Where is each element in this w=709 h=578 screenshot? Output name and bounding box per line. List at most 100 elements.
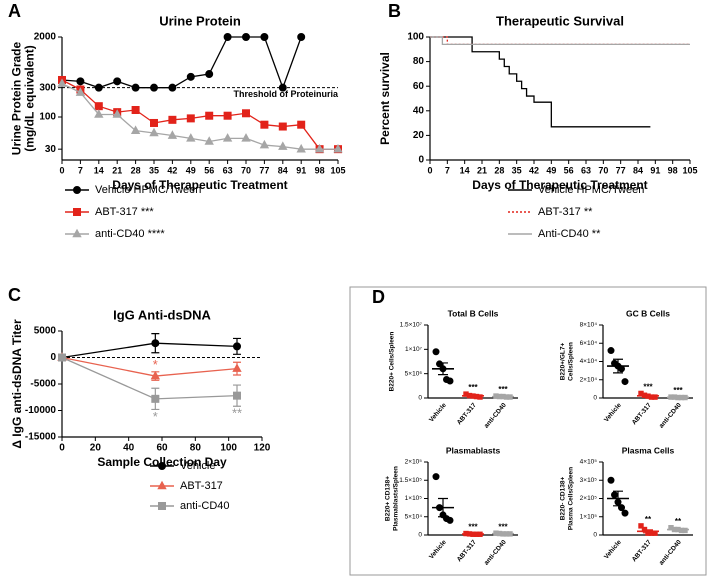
x-tick-label: 84: [278, 165, 288, 175]
marker: [167, 130, 178, 139]
marker: [158, 502, 166, 510]
y-tick-label: 1.5×10⁵: [399, 477, 422, 484]
marker: [297, 33, 306, 41]
significance-label: **: [645, 515, 652, 524]
y-tick-label: 5×10⁶: [405, 370, 423, 377]
x-tick-label: 77: [259, 165, 269, 175]
x-tick-label: 105: [682, 165, 697, 175]
significance-label: ***: [468, 383, 478, 392]
y-tick-label: 5×10⁴: [405, 513, 423, 520]
significance-label: *: [153, 409, 158, 424]
y-tick-label: 0: [50, 352, 56, 363]
x-tick-label: 42: [167, 165, 177, 175]
panel-letter: D: [372, 287, 385, 307]
y-axis-label: (mg/dL equivalent): [23, 45, 37, 151]
x-tick-label: 40: [123, 443, 135, 454]
x-tick-label: 70: [598, 165, 608, 175]
y-axis-label: B220+/GL7+: [560, 343, 567, 381]
series-line: [61, 342, 238, 359]
y-axis-label: Plasma Cells/Spleen: [568, 467, 575, 530]
x-tick-label: 0: [59, 165, 64, 175]
marker: [72, 228, 82, 238]
legend-label: anti-CD40 ****: [95, 228, 165, 240]
marker: [94, 102, 103, 111]
y-tick-label: -15000: [25, 432, 57, 443]
y-tick-label: 2×10⁵: [405, 459, 423, 466]
y-tick-label: 2×10⁵: [580, 495, 598, 502]
x-tick-label: 105: [330, 165, 345, 175]
y-tick-label: 8×10⁴: [580, 322, 598, 329]
y-axis-label: Plasmablasts/Spleen: [393, 466, 400, 531]
marker: [150, 118, 158, 127]
survival-curve: [430, 36, 651, 128]
y-tick-label: 0: [418, 155, 424, 166]
x-tick-label: 91: [650, 165, 660, 175]
marker: [57, 78, 67, 87]
x-tick-label: anti-CD40: [658, 402, 683, 430]
panel-letter: A: [8, 1, 21, 21]
y-tick-label: -5000: [30, 379, 56, 390]
x-tick-label: 42: [529, 165, 539, 175]
marker: [278, 83, 287, 92]
x-tick-label: 120: [254, 443, 271, 454]
x-tick-label: 91: [296, 165, 306, 175]
marker: [76, 77, 85, 86]
error-bar: [438, 362, 448, 376]
panel-letter: C: [8, 285, 21, 305]
marker: [477, 394, 483, 400]
x-axis-label: Days of Therapeutic Treatment: [112, 178, 287, 192]
error-bar: [643, 394, 653, 398]
y-tick-label: 0: [418, 395, 422, 402]
x-tick-label: 63: [581, 165, 591, 175]
x-tick-label: ABT-317: [456, 539, 478, 564]
marker: [638, 523, 644, 529]
marker: [158, 462, 166, 470]
survival-curve: [430, 36, 690, 46]
marker: [151, 339, 160, 348]
x-tick-label: anti-CD40: [658, 539, 683, 567]
marker: [204, 136, 214, 145]
chart-title: Plasma Cells: [622, 445, 675, 455]
x-axis-label: Days of Therapeutic Treatment: [472, 178, 647, 192]
x-tick-label: 80: [190, 443, 202, 454]
panel-d-frame: [349, 286, 707, 576]
x-tick-label: 63: [223, 165, 233, 175]
y-tick-label: 6×10⁴: [580, 340, 598, 347]
marker: [186, 133, 196, 142]
marker: [131, 83, 140, 92]
chart-title: GC B Cells: [626, 308, 670, 318]
series-line: [61, 356, 238, 377]
significance-label: ***: [673, 386, 683, 395]
marker: [333, 143, 343, 153]
y-axis-label: B220- CD138+: [560, 477, 567, 521]
x-tick-label: 21: [477, 165, 487, 175]
marker: [157, 480, 167, 490]
y-tick-label: 80: [413, 56, 425, 67]
y-axis-label: Percent survival: [378, 52, 392, 145]
marker: [296, 143, 306, 153]
x-tick-label: ABT-317: [631, 402, 653, 427]
y-tick-label: 2000: [34, 32, 57, 43]
x-tick-label: 56: [204, 165, 214, 175]
x-tick-label: 49: [186, 165, 196, 175]
x-tick-label: 98: [315, 165, 325, 175]
marker: [73, 208, 81, 216]
marker: [278, 122, 287, 131]
marker: [150, 83, 158, 92]
x-tick-label: Vehicle: [603, 539, 623, 561]
marker: [278, 141, 288, 150]
marker: [94, 83, 103, 92]
marker: [186, 72, 195, 81]
y-tick-label: 0: [593, 395, 597, 402]
y-axis-label: Urine Protein Grade: [10, 42, 24, 156]
y-tick-label: 1×10⁷: [405, 346, 423, 353]
y-axis-label: B220+ Cells/Spleen: [389, 332, 396, 392]
reference-label: Threshold of Proteinuria: [233, 89, 339, 99]
marker: [232, 363, 242, 372]
y-tick-label: 60: [413, 81, 425, 92]
marker: [222, 133, 233, 142]
marker: [432, 473, 440, 481]
marker: [621, 509, 629, 517]
x-tick-label: 28: [131, 165, 141, 175]
